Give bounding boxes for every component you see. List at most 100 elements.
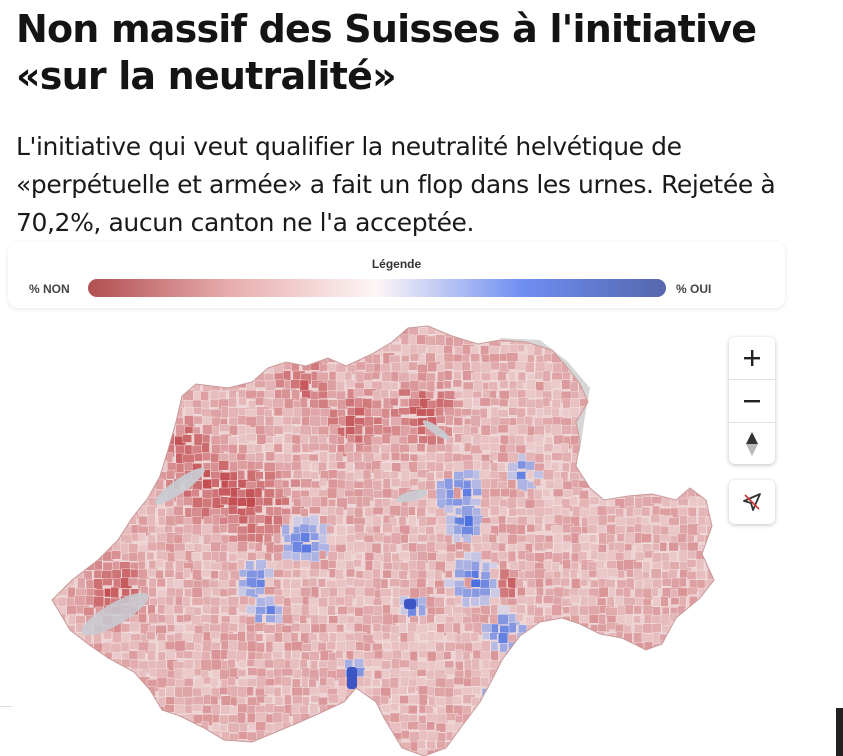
municipality-cell [714, 381, 725, 393]
municipality-cell [581, 687, 594, 695]
municipality-cell [497, 749, 509, 756]
municipality-cell [498, 632, 509, 644]
map-container[interactable] [0, 318, 843, 756]
municipality-cell [679, 326, 688, 330]
municipality-cell [607, 732, 617, 742]
municipality-cell [561, 686, 574, 697]
municipality-cell [607, 327, 620, 341]
municipality-cell [75, 668, 88, 681]
municipality-cell [175, 373, 188, 386]
municipality-cell [229, 336, 241, 349]
municipality-cell [85, 652, 98, 664]
municipality-cell [229, 326, 237, 329]
municipality-cell [220, 604, 230, 613]
municipality-cell [183, 361, 196, 370]
municipality-cell [705, 659, 714, 672]
municipality-cell [707, 587, 714, 596]
municipality-cell [516, 704, 530, 712]
municipality-cell [308, 442, 321, 451]
municipality-cell [201, 345, 213, 355]
municipality-cell [643, 345, 657, 358]
municipality-cell [75, 362, 88, 376]
zoom-out-button[interactable] [729, 380, 775, 423]
municipality-cell [52, 532, 57, 545]
municipality-cell [570, 731, 580, 743]
municipality-cell [74, 524, 83, 537]
municipality-cell [713, 658, 714, 667]
municipality-cell [400, 469, 411, 482]
municipality-cell [373, 490, 383, 499]
municipality-cell [605, 415, 615, 428]
municipality-cell [659, 408, 673, 419]
municipality-cell [344, 326, 358, 327]
reset-north-button[interactable] [729, 423, 775, 465]
municipality-cell [209, 631, 221, 640]
municipality-cell [40, 687, 51, 697]
municipality-cell [633, 605, 642, 615]
municipality-cell [156, 326, 170, 339]
municipality-cell [660, 640, 670, 650]
municipality-cell [228, 505, 238, 515]
municipality-cell [40, 561, 52, 569]
municipality-cell [525, 750, 536, 756]
municipality-cell [40, 418, 51, 429]
municipality-cell [227, 514, 240, 525]
municipality-cell [85, 479, 98, 489]
municipality-cell [417, 723, 428, 732]
municipality-cell [273, 335, 285, 347]
municipality-cell [167, 624, 176, 633]
municipality-cell [219, 326, 233, 339]
municipality-cell [121, 732, 135, 742]
municipality-cell [290, 579, 302, 589]
municipality-cell [633, 327, 643, 339]
municipality-cell [452, 732, 466, 742]
municipality-cell [119, 721, 131, 733]
municipality-cell [66, 343, 78, 354]
municipality-cell [201, 733, 211, 743]
municipality-cell [571, 741, 585, 755]
municipality-cell [165, 334, 174, 345]
municipality-cell [380, 462, 393, 471]
municipality-cell [121, 407, 132, 420]
municipality-cell [76, 678, 86, 690]
municipality-cell [182, 686, 193, 698]
municipality-cell [716, 480, 724, 493]
municipality-cell [139, 480, 153, 494]
municipality-cell [229, 425, 238, 436]
municipality-cell [615, 335, 625, 348]
municipality-cell [218, 452, 230, 462]
municipality-cell [688, 632, 700, 642]
municipality-cell [166, 370, 179, 382]
municipality-cell [408, 373, 419, 381]
geolocate-button[interactable] [729, 480, 775, 524]
municipality-cell [102, 578, 113, 586]
municipality-cell [590, 550, 598, 560]
municipality-cell [642, 705, 655, 719]
municipality-cell [318, 326, 329, 331]
municipality-cell [696, 335, 708, 346]
municipality-cell [545, 326, 557, 338]
municipality-cell [570, 695, 583, 704]
municipality-cell [156, 750, 168, 756]
municipality-cell [524, 642, 534, 656]
municipality-cell [634, 696, 646, 707]
municipality-cell [696, 426, 705, 439]
municipality-cell [398, 371, 411, 383]
municipality-cell [653, 713, 662, 725]
municipality-cell [571, 631, 585, 644]
municipality-map[interactable] [0, 318, 843, 756]
municipality-cell [606, 337, 620, 346]
municipality-cell [561, 631, 573, 645]
municipality-cell [669, 335, 683, 345]
municipality-cell [293, 732, 307, 745]
zoom-in-button[interactable] [729, 337, 775, 380]
municipality-cell [209, 614, 219, 625]
municipality-cell [500, 722, 509, 735]
municipality-cell [175, 328, 189, 341]
municipality-cell [149, 730, 162, 741]
municipality-cell [201, 334, 212, 345]
municipality-cell [227, 587, 238, 596]
municipality-cell [490, 505, 500, 516]
municipality-cell [121, 462, 132, 472]
municipality-cell [93, 480, 103, 489]
